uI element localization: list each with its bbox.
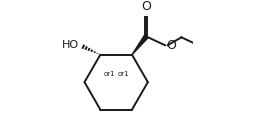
Text: or1: or1 (117, 71, 129, 77)
Text: O: O (166, 39, 176, 52)
Polygon shape (132, 35, 148, 55)
Text: O: O (141, 0, 151, 13)
Text: HO: HO (62, 40, 79, 50)
Text: or1: or1 (103, 71, 115, 77)
